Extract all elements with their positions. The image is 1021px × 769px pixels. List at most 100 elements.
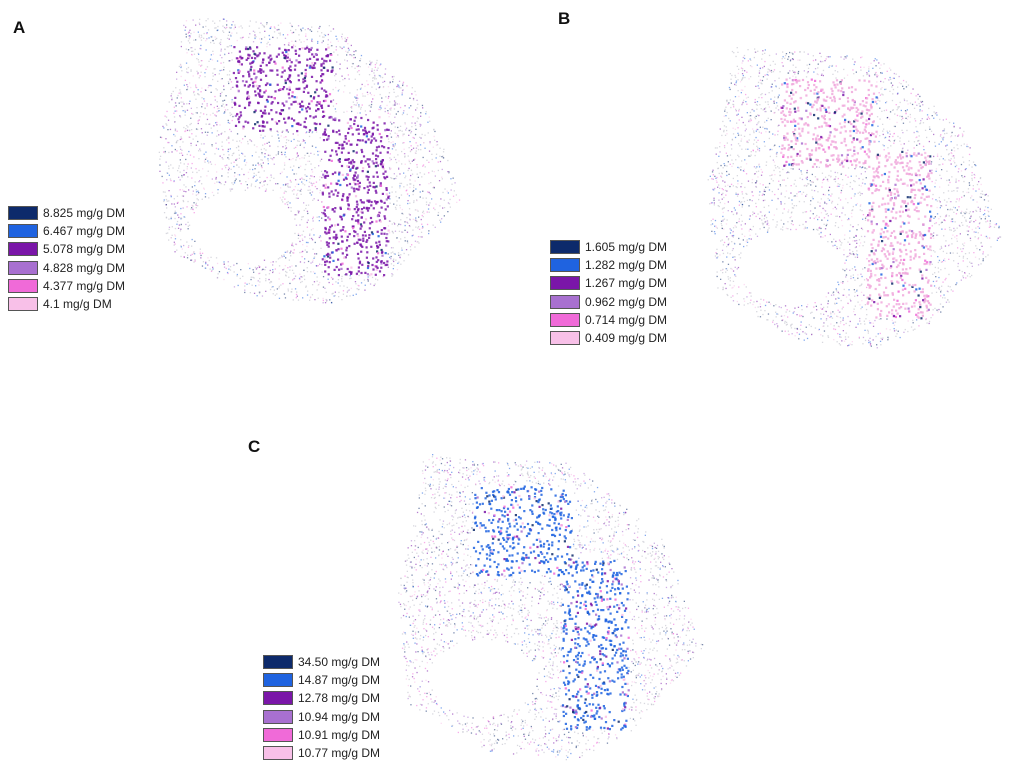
map-pixel [305, 35, 307, 37]
map-pixel [185, 33, 187, 35]
map-pixel [322, 205, 325, 209]
map-pixel [751, 200, 753, 202]
map-pixel [363, 279, 365, 281]
map-pixel [811, 105, 814, 109]
map-pixel [961, 135, 964, 138]
map-pixel [843, 294, 846, 296]
map-pixel [402, 133, 404, 135]
map-pixel [379, 140, 383, 143]
map-pixel [852, 129, 855, 133]
map-pixel [778, 124, 780, 126]
map-pixel [915, 154, 918, 157]
map-pixel [236, 275, 238, 277]
map-pixel [290, 210, 292, 212]
map-pixel [370, 103, 373, 106]
map-pixel [249, 68, 252, 71]
map-pixel [856, 289, 858, 291]
map-pixel [769, 303, 772, 305]
map-pixel [854, 193, 856, 195]
map-pixel [805, 326, 807, 328]
map-pixel [912, 183, 915, 186]
map-pixel [278, 140, 280, 142]
map-pixel [293, 173, 295, 175]
map-pixel [415, 220, 417, 223]
map-pixel [185, 186, 187, 188]
map-pixel [404, 240, 406, 242]
map-pixel [790, 185, 792, 187]
map-pixel [761, 222, 764, 224]
map-pixel [286, 271, 288, 274]
map-pixel [887, 339, 889, 341]
map-pixel [910, 199, 913, 202]
map-pixel [355, 104, 357, 106]
map-pixel [855, 164, 858, 167]
map-pixel [451, 183, 453, 185]
map-pixel [162, 182, 164, 184]
map-pixel [817, 229, 819, 231]
map-pixel [393, 108, 396, 110]
map-pixel [392, 268, 394, 270]
map-pixel [261, 166, 263, 169]
map-pixel [316, 280, 318, 282]
map-pixel [917, 210, 920, 213]
map-pixel [946, 179, 948, 182]
map-pixel [373, 284, 375, 287]
map-pixel [231, 188, 233, 190]
map-pixel [983, 199, 986, 201]
map-pixel [297, 155, 299, 158]
map-pixel [726, 142, 728, 144]
map-pixel [326, 299, 328, 301]
map-pixel [255, 76, 258, 79]
map-pixel [198, 181, 200, 183]
map-pixel [193, 53, 196, 55]
map-pixel [386, 175, 389, 178]
map-pixel [838, 185, 840, 187]
map-pixel [236, 39, 238, 42]
map-pixel [396, 175, 398, 177]
map-pixel [263, 36, 266, 38]
map-pixel [190, 254, 192, 256]
map-pixel [226, 164, 228, 166]
map-pixel [820, 334, 822, 336]
map-pixel [396, 204, 398, 206]
map-pixel [180, 162, 182, 164]
map-pixel [388, 141, 390, 143]
map-pixel [811, 173, 813, 176]
map-pixel [439, 155, 441, 157]
map-pixel [774, 96, 776, 98]
map-pixel [360, 108, 362, 110]
map-pixel [975, 219, 977, 221]
map-pixel [255, 268, 258, 270]
map-pixel [258, 291, 260, 293]
map-pixel [199, 180, 201, 182]
map-pixel [912, 322, 914, 324]
map-pixel [720, 220, 723, 222]
map-pixel [366, 251, 369, 254]
map-pixel [415, 150, 417, 152]
map-pixel [272, 286, 274, 288]
map-pixel [297, 74, 300, 77]
map-pixel [178, 216, 180, 219]
map-pixel [856, 129, 859, 133]
map-pixel [330, 70, 333, 73]
map-pixel [321, 191, 324, 194]
map-pixel [409, 225, 411, 228]
map-pixel [365, 246, 368, 249]
map-pixel [785, 90, 788, 93]
map-pixel [423, 142, 425, 144]
map-pixel [348, 208, 351, 211]
map-pixel [433, 135, 435, 138]
map-pixel [872, 322, 874, 324]
map-pixel [971, 166, 973, 168]
map-pixel [265, 280, 267, 282]
map-pixel [308, 129, 312, 132]
map-pixel [722, 252, 725, 255]
map-pixel [302, 230, 305, 232]
map-pixel [215, 27, 217, 29]
map-pixel [355, 97, 357, 99]
map-pixel [162, 191, 165, 193]
map-pixel [758, 164, 760, 166]
map-pixel [973, 231, 975, 233]
map-pixel [816, 134, 819, 137]
map-pixel [185, 20, 188, 22]
